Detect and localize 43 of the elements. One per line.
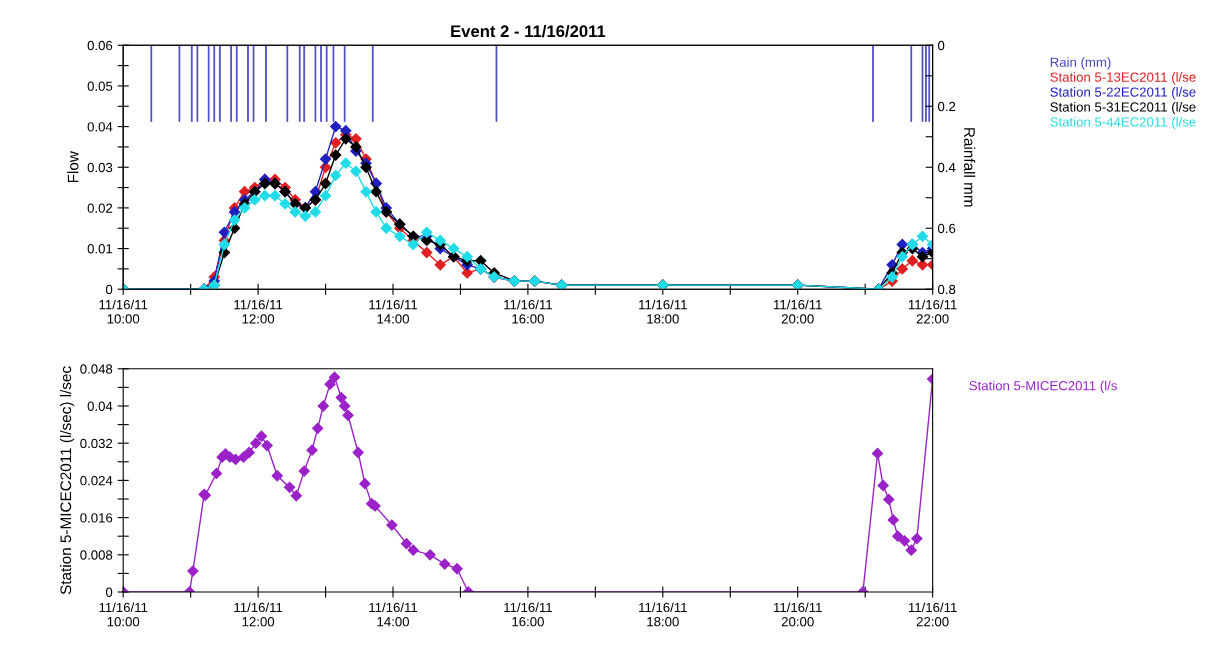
y-tick-label: 0.04 — [87, 401, 113, 411]
x-tick-label: 11/16/11 14:00 — [369, 299, 418, 324]
x-tick-label: 11/16/11 18:00 — [639, 299, 687, 324]
y-tick-label: 0.016 — [80, 513, 113, 523]
chart-title: Event 2 - 11/16/2011 — [451, 24, 606, 38]
x-tick-label: 11/16/11 22:00 — [908, 602, 957, 627]
y-tick-label: 0.024 — [80, 475, 113, 486]
text: Station 5-13EC2011 (l/se — [1050, 72, 1196, 85]
x-tick-label: 11/16/11 10:00 — [99, 602, 148, 627]
y-axis-title: Station 5-MICEC2011 (l/sec) l/sec — [59, 366, 75, 595]
y-tick-label: 0.06 — [87, 40, 113, 51]
y-tick-label: 0.02 — [87, 203, 113, 213]
y2-tick-label: 0.8 — [938, 284, 956, 295]
x-tick-label: 11/16/11 10:00 — [99, 299, 148, 324]
text: Station 5-31EC2011 (l/se — [1050, 101, 1196, 115]
y-tick-label: 0.04 — [87, 122, 113, 132]
y-tick-label: 0 — [105, 284, 113, 295]
text: Rain (mm) — [1050, 57, 1111, 70]
x-tick-label: 11/16/11 12:00 — [234, 602, 283, 627]
text: Station 5-22EC2011 (l/se — [1050, 87, 1196, 100]
x-tick-label: 11/16/11 12:00 — [234, 299, 283, 324]
y-axis-title: Flow — [67, 151, 79, 183]
x-tick-label: 11/16/11 16:00 — [504, 299, 552, 324]
x-tick-label: 11/16/11 20:00 — [774, 299, 822, 324]
y2-tick-label: 0.6 — [938, 223, 956, 234]
x-tick-label: 11/16/11 14:00 — [369, 602, 418, 627]
y-tick-label: 0.03 — [87, 162, 113, 173]
y-tick-label: 0.01 — [87, 244, 113, 254]
y2-tick-label: 0.2 — [938, 101, 956, 112]
y-tick-label: 0.032 — [80, 438, 113, 449]
y2-tick-label: 0.4 — [938, 162, 956, 173]
y-tick-label: 0.05 — [87, 81, 113, 91]
text: Station 5-MICEC2011 (l/s — [969, 380, 1117, 393]
y2-tick-label: 0 — [938, 40, 945, 51]
y2-axis-title: Rainfall mm — [964, 128, 976, 207]
y-tick-label: 0 — [105, 587, 113, 597]
text: Station 5-44EC2011 (l/se — [1050, 116, 1196, 130]
y-tick-label: 0.008 — [80, 550, 113, 560]
x-tick-label: 11/16/11 18:00 — [639, 602, 687, 627]
x-tick-label: 11/16/11 16:00 — [504, 602, 552, 627]
x-tick-label: 11/16/11 22:00 — [908, 299, 957, 324]
y-tick-label: 0.048 — [80, 364, 113, 374]
x-tick-label: 11/16/11 20:00 — [774, 602, 822, 627]
